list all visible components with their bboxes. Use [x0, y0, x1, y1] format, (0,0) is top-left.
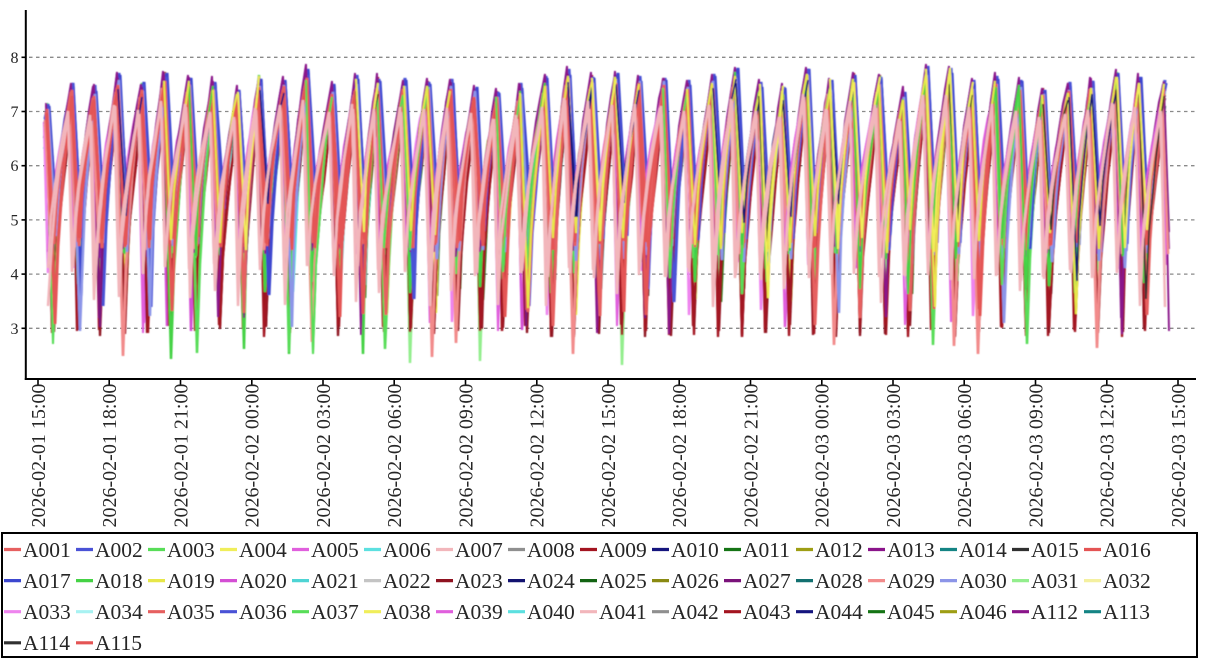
svg-text:A003: A003 — [167, 538, 215, 562]
svg-text:2026-02-02 18:00: 2026-02-02 18:00 — [669, 384, 691, 528]
svg-text:A029: A029 — [887, 569, 935, 593]
svg-text:2026-02-02 09:00: 2026-02-02 09:00 — [455, 384, 477, 528]
svg-text:A012: A012 — [815, 538, 863, 562]
svg-text:A006: A006 — [383, 538, 431, 562]
svg-text:A027: A027 — [743, 569, 791, 593]
svg-text:A021: A021 — [311, 569, 359, 593]
svg-text:A114: A114 — [23, 631, 70, 655]
svg-text:A015: A015 — [1031, 538, 1079, 562]
svg-text:2026-02-02 03:00: 2026-02-02 03:00 — [313, 384, 335, 528]
svg-text:5: 5 — [11, 212, 19, 229]
svg-text:2026-02-03 06:00: 2026-02-03 06:00 — [954, 384, 976, 528]
svg-text:3: 3 — [11, 321, 19, 338]
svg-text:A024: A024 — [527, 569, 575, 593]
svg-text:A113: A113 — [1103, 600, 1150, 624]
svg-text:A044: A044 — [815, 600, 863, 624]
svg-text:A016: A016 — [1103, 538, 1151, 562]
svg-text:A018: A018 — [95, 569, 143, 593]
svg-text:2026-02-02 15:00: 2026-02-02 15:00 — [598, 384, 620, 528]
svg-text:6: 6 — [11, 158, 19, 175]
svg-text:A115: A115 — [95, 631, 142, 655]
svg-text:A014: A014 — [959, 538, 1007, 562]
svg-text:A046: A046 — [959, 600, 1007, 624]
svg-text:A026: A026 — [671, 569, 719, 593]
svg-text:A034: A034 — [95, 600, 143, 624]
svg-text:A039: A039 — [455, 600, 503, 624]
svg-text:A112: A112 — [1031, 600, 1078, 624]
svg-text:2026-02-03 00:00: 2026-02-03 00:00 — [812, 384, 834, 528]
svg-text:2026-02-02 21:00: 2026-02-02 21:00 — [740, 384, 762, 528]
svg-text:A022: A022 — [383, 569, 431, 593]
svg-text:2026-02-02 00:00: 2026-02-02 00:00 — [242, 384, 264, 528]
svg-text:2026-02-03 15:00: 2026-02-03 15:00 — [1168, 384, 1190, 528]
svg-text:2026-02-01 21:00: 2026-02-01 21:00 — [170, 384, 192, 528]
svg-text:A013: A013 — [887, 538, 935, 562]
svg-text:A042: A042 — [671, 600, 719, 624]
svg-text:A001: A001 — [23, 538, 71, 562]
svg-text:A020: A020 — [239, 569, 287, 593]
svg-text:A036: A036 — [239, 600, 287, 624]
svg-text:A037: A037 — [311, 600, 359, 624]
svg-text:2026-02-02 12:00: 2026-02-02 12:00 — [527, 384, 549, 528]
svg-text:A041: A041 — [599, 600, 647, 624]
svg-text:A004: A004 — [239, 538, 287, 562]
svg-text:A019: A019 — [167, 569, 215, 593]
svg-text:A035: A035 — [167, 600, 215, 624]
svg-text:A025: A025 — [599, 569, 647, 593]
svg-text:A010: A010 — [671, 538, 719, 562]
svg-text:A030: A030 — [959, 569, 1007, 593]
svg-text:2026-02-03 09:00: 2026-02-03 09:00 — [1025, 384, 1047, 528]
svg-text:A028: A028 — [815, 569, 863, 593]
svg-text:A033: A033 — [23, 600, 71, 624]
svg-text:A007: A007 — [455, 538, 503, 562]
svg-text:4: 4 — [11, 267, 19, 284]
svg-text:A038: A038 — [383, 600, 431, 624]
svg-text:A017: A017 — [23, 569, 71, 593]
svg-text:A040: A040 — [527, 600, 575, 624]
svg-text:2026-02-01 18:00: 2026-02-01 18:00 — [99, 384, 121, 528]
svg-text:2026-02-03 12:00: 2026-02-03 12:00 — [1097, 384, 1119, 528]
svg-text:2026-02-03 03:00: 2026-02-03 03:00 — [883, 384, 905, 528]
svg-text:A008: A008 — [527, 538, 575, 562]
svg-text:A045: A045 — [887, 600, 935, 624]
svg-text:A005: A005 — [311, 538, 359, 562]
svg-text:A002: A002 — [95, 538, 143, 562]
svg-text:A009: A009 — [599, 538, 647, 562]
svg-text:8: 8 — [11, 50, 19, 67]
svg-text:A043: A043 — [743, 600, 791, 624]
svg-text:A031: A031 — [1031, 569, 1079, 593]
svg-text:A032: A032 — [1103, 569, 1151, 593]
svg-text:2026-02-01 15:00: 2026-02-01 15:00 — [28, 384, 50, 528]
svg-text:2026-02-02 06:00: 2026-02-02 06:00 — [384, 384, 406, 528]
svg-text:A023: A023 — [455, 569, 503, 593]
svg-text:7: 7 — [11, 104, 19, 121]
svg-text:A011: A011 — [743, 538, 790, 562]
